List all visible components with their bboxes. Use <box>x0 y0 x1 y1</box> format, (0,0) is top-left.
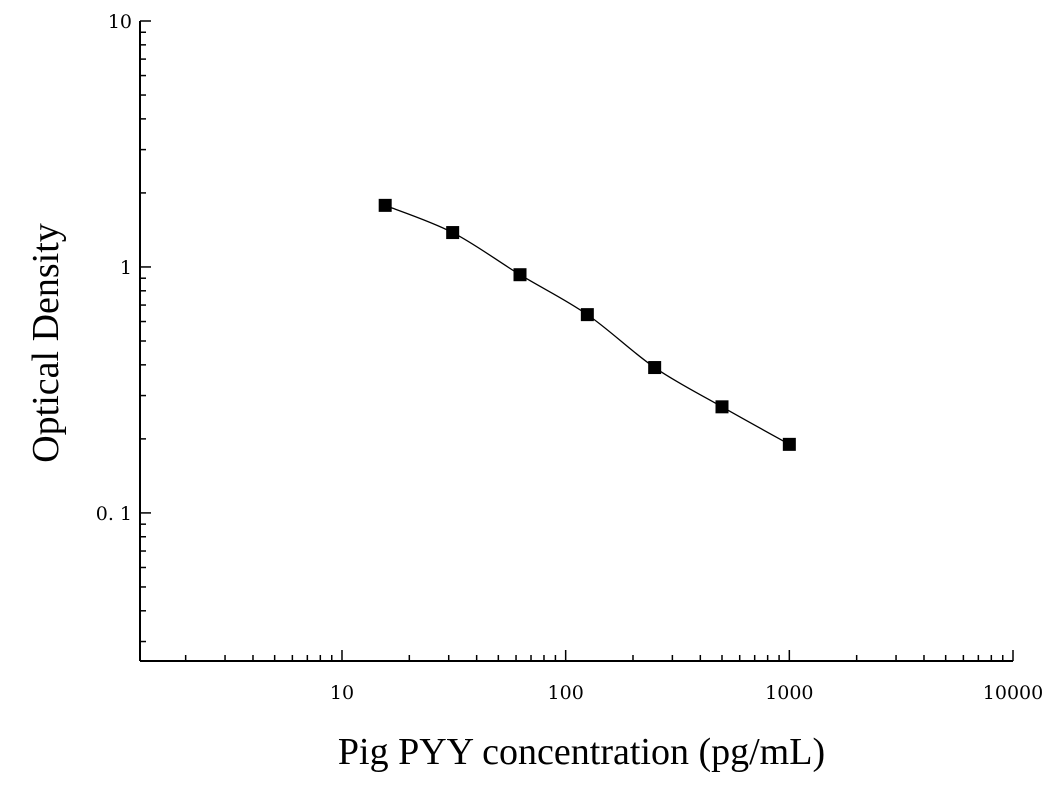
data-point <box>513 268 527 282</box>
y-axis-title: Optical Density <box>25 223 67 463</box>
data-point <box>782 437 796 451</box>
x-tick-label: 10 <box>330 682 354 704</box>
fit-curve <box>384 204 790 445</box>
x-axis-title: Pig PYY concentration (pg/mL) <box>338 731 825 773</box>
data-points <box>378 198 796 451</box>
data-point <box>648 361 662 375</box>
data-point <box>580 308 594 322</box>
y-tick-label: 0. 1 <box>96 503 132 525</box>
data-point <box>446 226 460 240</box>
y-tick-label: 10 <box>108 11 132 33</box>
x-tick-label: 1000 <box>765 682 813 704</box>
x-tick-label: 100 <box>548 682 584 704</box>
data-point <box>715 400 729 414</box>
x-tick-label: 10000 <box>983 682 1043 704</box>
y-tick-label: 1 <box>120 257 132 279</box>
data-point <box>378 198 392 212</box>
x-ticks: 10 100 1000 10000 <box>184 650 1043 704</box>
y-ticks: 0. 1 1 10 <box>96 11 151 643</box>
axes: 10 100 1000 10000 0. 1 1 10 <box>96 11 1043 704</box>
